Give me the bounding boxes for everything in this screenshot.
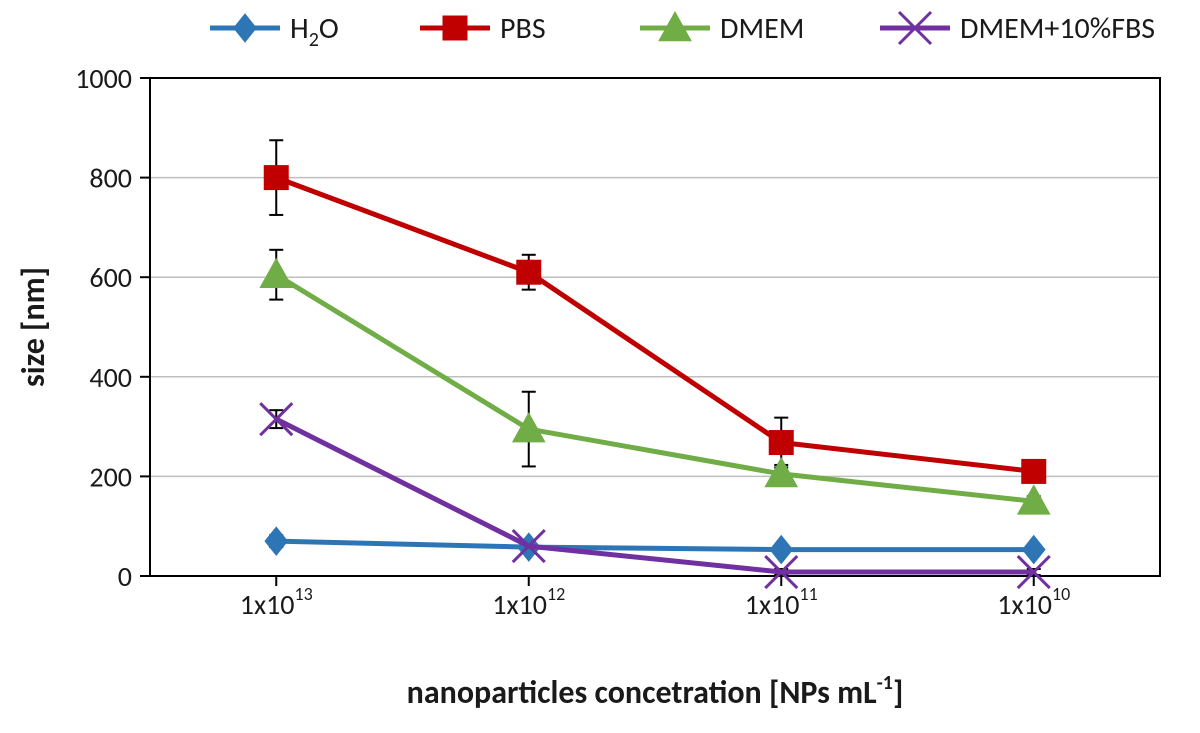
y-tick-label: 1000 bbox=[75, 61, 132, 96]
line-chart: 020040060080010001x10131x10121x10111x101… bbox=[0, 0, 1200, 733]
marker-square bbox=[517, 260, 541, 284]
legend-label: PBS bbox=[500, 10, 546, 47]
y-tick-label: 400 bbox=[89, 360, 132, 395]
chart-container: 020040060080010001x10131x10121x10111x101… bbox=[0, 0, 1200, 733]
marker-square bbox=[769, 431, 793, 455]
marker-square bbox=[1022, 459, 1046, 483]
y-tick-label: 600 bbox=[89, 260, 132, 295]
legend-label: DMEM bbox=[720, 10, 804, 47]
y-axis-title: size [nm] bbox=[14, 267, 53, 387]
legend-label: DMEM+10%FBS bbox=[960, 10, 1155, 47]
marker-square bbox=[264, 166, 288, 190]
x-axis-title: nanoparticles concetration [NPs mL-1] bbox=[407, 671, 904, 712]
marker-square bbox=[443, 16, 467, 40]
y-tick-label: 0 bbox=[118, 559, 132, 594]
y-tick-label: 800 bbox=[89, 161, 132, 196]
chart-bg bbox=[0, 0, 1200, 733]
y-tick-label: 200 bbox=[89, 459, 132, 494]
